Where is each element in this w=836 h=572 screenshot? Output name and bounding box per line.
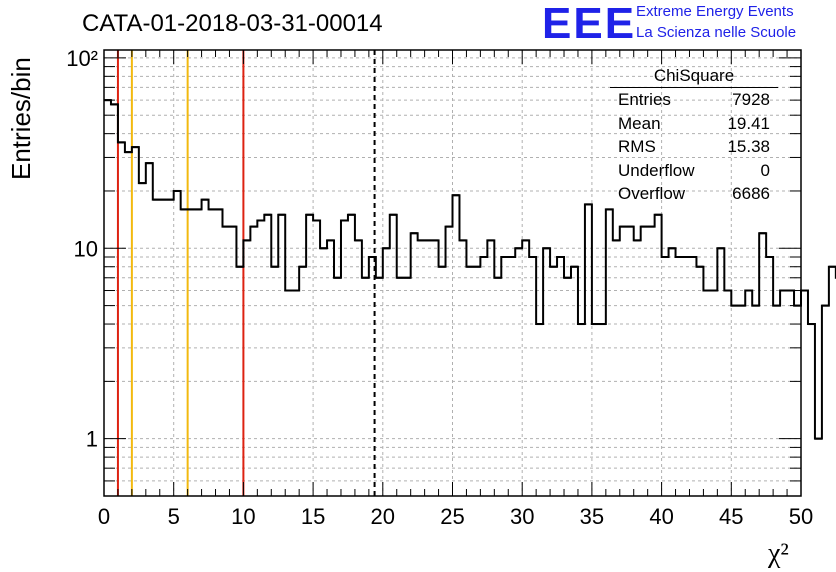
x-tick-label: 15 <box>301 504 325 529</box>
run-title: CATA-01-2018-03-31-00014 <box>82 10 383 37</box>
stats-label: Overflow <box>618 184 686 203</box>
x-tick-label: 30 <box>510 504 534 529</box>
y-tick-label: 10 <box>74 236 98 261</box>
stats-value: 19.41 <box>727 113 770 133</box>
x-tick-label: 20 <box>371 504 395 529</box>
stats-value: 6686 <box>732 184 770 203</box>
stats-row-rms: RMS 15.38 <box>610 135 778 159</box>
x-tick-label: 45 <box>719 504 743 529</box>
stats-label: Entries <box>618 90 671 109</box>
stats-label: RMS <box>618 137 656 156</box>
stats-row-mean: Mean 19.41 <box>610 112 778 136</box>
x-tick-label: 5 <box>168 504 180 529</box>
x-tick-label: 40 <box>649 504 673 529</box>
x-tick-label: 25 <box>440 504 464 529</box>
stats-label: Mean <box>618 113 661 133</box>
stats-row-overflow: Overflow 6686 <box>610 182 778 206</box>
stats-value: 7928 <box>732 90 770 109</box>
y-axis-label: Entries/bin <box>6 57 36 180</box>
y-tick-label: 1 <box>86 427 98 452</box>
eee-tagline-1: Extreme Energy Events <box>636 3 794 20</box>
y-tick-label: 10² <box>66 46 98 71</box>
x-tick-label: 0 <box>98 504 110 529</box>
eee-logo: EEE <box>542 0 637 48</box>
stats-row-underflow: Underflow 0 <box>610 159 778 183</box>
x-axis-label: χ² <box>768 538 789 569</box>
stats-value: 15.38 <box>727 137 770 156</box>
eee-tagline-2: La Scienza nelle Scuole <box>636 24 797 41</box>
stats-label: Underflow <box>618 160 695 180</box>
x-tick-label: 10 <box>231 504 255 529</box>
stats-box: ChiSquare Entries 7928 Mean 19.41 RMS 15… <box>610 66 778 206</box>
x-tick-label: 35 <box>580 504 604 529</box>
stats-row-entries: Entries 7928 <box>610 88 778 112</box>
stats-title: ChiSquare <box>610 66 778 88</box>
x-tick-label: 50 <box>789 504 813 529</box>
stats-value: 0 <box>760 160 770 180</box>
